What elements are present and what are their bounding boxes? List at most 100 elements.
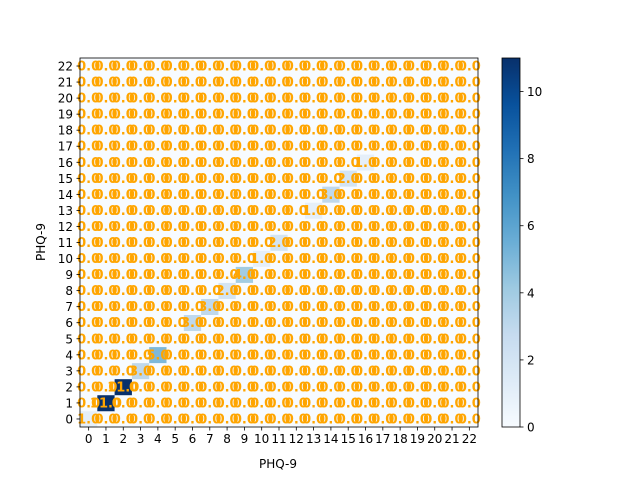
colorbar-tick-label: 0: [527, 421, 535, 435]
cell-value-label: 0.0: [112, 204, 135, 219]
cell-value-label: 0.0: [94, 204, 117, 219]
heatmap-cell: [408, 234, 427, 251]
heatmap-cell: [287, 106, 306, 123]
cell-value-label: 0.0: [458, 300, 481, 315]
heatmap-cell: [218, 202, 237, 219]
heatmap-cell: [218, 58, 237, 75]
cell-value-label: 0.0: [77, 268, 100, 283]
cell-value-label: 0.0: [458, 220, 481, 235]
heatmap-cell: [131, 170, 150, 187]
y-tick-label: 14: [58, 188, 73, 202]
heatmap-cell: [443, 218, 461, 235]
cell-value-label: 0.0: [129, 188, 152, 203]
heatmap-cell: [443, 106, 461, 123]
heatmap-cell: [166, 90, 185, 107]
heatmap-cell: [304, 106, 323, 123]
heatmap-cell: [460, 362, 479, 380]
cell-value-label: 0.0: [198, 204, 221, 219]
heatmap-cell: [253, 250, 271, 267]
cell-value-label: 0.0: [250, 236, 273, 251]
cell-value-label: 0.0: [319, 252, 342, 267]
heatmap-cell: [80, 234, 98, 251]
cell-value-label: 0.0: [423, 268, 446, 283]
heatmap-cell: [443, 282, 461, 299]
heatmap-cell: [201, 106, 219, 123]
heatmap-cell: [201, 234, 219, 251]
heatmap-cell: [304, 74, 323, 91]
heatmap-cell: [80, 58, 98, 75]
x-tick-label: 18: [392, 432, 407, 446]
cell-value-label: 0.0: [337, 348, 360, 363]
cell-value-label: 0.0: [164, 268, 187, 283]
cell-value-label: 0.0: [406, 316, 429, 331]
cell-value-label: 0.0: [337, 380, 360, 395]
cell-value-label: 0.0: [389, 252, 412, 267]
cell-value-label: 0.0: [441, 60, 464, 75]
cell-value-label: 0.0: [423, 220, 446, 235]
cell-value-label: 0.0: [198, 348, 221, 363]
heatmap-cell: [97, 250, 115, 267]
heatmap-cell: [270, 330, 288, 348]
heatmap-cell: [322, 330, 340, 348]
cell-value-label: 0.0: [302, 316, 325, 331]
cell-value-label: 0.0: [198, 108, 221, 123]
cell-value-label: 0.0: [458, 316, 481, 331]
cell-value-label: 0.0: [371, 412, 394, 427]
cell-value-label: 0.0: [371, 92, 394, 107]
cell-value-label: 0.0: [302, 220, 325, 235]
heatmap-cell: [270, 266, 288, 283]
cell-value-label: 0.0: [319, 380, 342, 395]
cell-value-label: 0.0: [164, 412, 187, 427]
cell-value-label: 11.0: [107, 380, 139, 395]
heatmap-cell: [131, 106, 150, 123]
cell-value-label: 0.0: [423, 252, 446, 267]
cell-value-label: 0.0: [371, 300, 394, 315]
cell-value-label: 2.0: [337, 172, 360, 187]
heatmap-cell: [322, 346, 340, 364]
cell-value-label: 0.0: [337, 316, 360, 331]
heatmap-cell: [426, 282, 444, 299]
colorbar: 0 2 4 6 8 10: [501, 57, 542, 435]
heatmap-cell: [131, 362, 150, 380]
heatmap-cell: [166, 234, 185, 251]
x-tick-label: 9: [241, 432, 249, 446]
heatmap-cell: [304, 314, 323, 332]
cell-value-label: 0.0: [285, 316, 308, 331]
cell-value-label: 0.0: [389, 108, 412, 123]
cell-value-label: 0.0: [267, 268, 290, 283]
cell-value-label: 0.0: [354, 412, 377, 427]
cell-value-label: 0.0: [441, 332, 464, 347]
cell-value-label: 0.0: [198, 92, 221, 107]
heatmap-cell: [443, 362, 461, 380]
cell-value-label: 0.0: [77, 252, 100, 267]
cell-value-label: 0.0: [354, 92, 377, 107]
cell-value-label: 0.0: [423, 172, 446, 187]
cell-value-label: 0.0: [337, 300, 360, 315]
cell-value-label: 0.0: [181, 172, 204, 187]
cell-value-label: 0.0: [164, 76, 187, 91]
heatmap-cell: [339, 394, 358, 412]
heatmap-cell: [131, 122, 150, 139]
heatmap-cell: [356, 74, 375, 91]
cell-value-label: 0.0: [423, 284, 446, 299]
heatmap-cell: [218, 154, 237, 171]
cell-value-label: 0.0: [233, 316, 256, 331]
heatmap-cell: [201, 170, 219, 187]
cell-value-label: 0.0: [94, 284, 117, 299]
heatmap-cell: [322, 234, 340, 251]
cell-value-label: 0.0: [112, 300, 135, 315]
heatmap-cell: [339, 314, 358, 332]
heatmap-cell: [426, 410, 444, 428]
cell-value-label: 0.0: [267, 220, 290, 235]
heatmap-cell: [166, 74, 185, 91]
heatmap-cell: [201, 58, 219, 75]
heatmap-cell: [80, 394, 98, 412]
cell-value-label: 0.0: [250, 364, 273, 379]
heatmap-cell: [443, 58, 461, 75]
heatmap-cell: [97, 186, 115, 203]
heatmap-cell: [356, 106, 375, 123]
cell-value-label: 0.0: [458, 156, 481, 171]
heatmap-cell: [149, 58, 167, 75]
cell-value-label: 0.0: [285, 348, 308, 363]
heatmap-cell: [304, 138, 323, 155]
